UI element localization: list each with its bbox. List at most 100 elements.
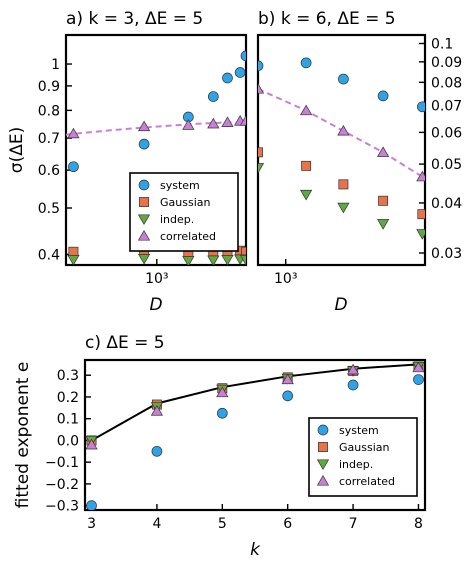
legend-marker-indep (137, 214, 151, 225)
point-correlated-c (346, 363, 360, 375)
legend-marker-system (138, 179, 150, 191)
point-system-a (222, 72, 233, 84)
panel-c: −0.3 −0.2 −0.1 0.0 0.1 0.2 0.3 3 4 5 6 7 8 system Gaus… (13, 333, 427, 560)
ytick-label: 0.2 (57, 390, 79, 406)
legend-label-gaussian: Gaussian (339, 441, 389, 454)
point-system-c (282, 390, 294, 402)
legend-label-correlated: correlated (160, 230, 216, 243)
point-correlated-a (182, 119, 195, 130)
legend-marker-system (317, 424, 329, 436)
ytick-label: 0.0 (57, 433, 79, 449)
ytick-label: 0.1 (431, 36, 453, 52)
xtick-label: 6 (283, 516, 292, 532)
point-system-b (258, 60, 264, 72)
point-correlated-c (412, 361, 425, 373)
ytick-label: 0.9 (38, 79, 60, 95)
legend-marker-gaussian (139, 197, 149, 207)
ytick-label: 0.4 (38, 247, 60, 263)
y-axis-label-c: fitted exponent e (13, 362, 33, 509)
xtick-label: 3 (87, 516, 96, 532)
point-system-c (413, 374, 424, 385)
point-system-c (216, 407, 228, 419)
xtick-label: 10³ (274, 271, 297, 287)
fit-line-a (66, 121, 246, 136)
ytick-label: −0.3 (45, 499, 79, 515)
legend-a: system Gaussian indep. correlated (129, 172, 239, 252)
ytick-label: 1 (51, 57, 60, 73)
point-correlated-c (150, 405, 164, 416)
point-indep-b (337, 202, 350, 214)
ytick-label: 0.8 (38, 103, 60, 119)
xtick-label: 8 (414, 516, 423, 532)
point-correlated-c (216, 386, 229, 398)
point-indep-a (138, 253, 151, 265)
xtick-label: 4 (152, 516, 161, 532)
point-correlated-a (138, 120, 151, 132)
legend-marker-correlated (137, 230, 151, 241)
point-gaussian-a (68, 246, 79, 257)
point-system-a (207, 91, 219, 102)
ytick-label: 0.7 (38, 131, 60, 147)
panel-title-a: a) k = 3, ΔE = 5 (66, 9, 203, 29)
point-indep-b (416, 229, 425, 240)
x-axis-label-c: k (250, 540, 261, 560)
point-system-b (338, 73, 349, 85)
ytick-label: 0.03 (431, 246, 462, 262)
ytick-label: 0.07 (431, 99, 462, 115)
point-gaussian-b (258, 147, 263, 158)
point-correlated-c (281, 373, 294, 385)
point-correlated-c (85, 438, 98, 450)
point-system-b (300, 57, 312, 69)
point-indep-a (221, 255, 234, 265)
point-system-a (138, 138, 150, 150)
point-system-c (347, 379, 359, 391)
point-indep-b (376, 219, 390, 230)
panel-title-c: c) ΔE = 5 (85, 333, 165, 353)
ytick-label: −0.1 (45, 455, 79, 471)
point-correlated-b (300, 104, 313, 116)
point-correlated-a (67, 127, 80, 139)
ytick-label: 0.04 (431, 196, 462, 212)
ytick-label: 0.09 (431, 55, 462, 71)
point-system-c (151, 445, 163, 457)
point-correlated-a (221, 116, 234, 127)
point-system-b (377, 90, 389, 102)
legend-marker-correlated (316, 475, 330, 486)
ytick-label: 0.5 (38, 201, 60, 217)
panel-b: 0.03 0.04 0.05 0.06 0.07 0.08 0.09 0.1 10³ b) k =… (256, 9, 462, 315)
point-system-a (240, 50, 246, 62)
legend-marker-indep (316, 459, 330, 470)
panel-a: 0.4 0.5 0.6 0.7 0.8 0.9 1 10³ system Gaussian inde… (7, 9, 248, 315)
axes-frame-a (64, 33, 248, 267)
legend-marker-gaussian (318, 442, 328, 452)
point-gaussian-b (338, 179, 349, 190)
xtick-label: 7 (349, 516, 358, 532)
point-indep-b (258, 163, 265, 174)
point-system-c (86, 500, 97, 510)
fit-line-c (91, 363, 419, 442)
point-correlated-b (376, 146, 390, 157)
point-system-b (417, 101, 425, 113)
legend-label-indep: indep. (339, 458, 373, 471)
point-gaussian-b (417, 209, 425, 220)
legend-label-gaussian: Gaussian (160, 196, 210, 209)
xtick-label: 10³ (145, 271, 168, 287)
point-indep-b (300, 189, 313, 201)
ytick-label: 0.06 (431, 125, 462, 141)
point-correlated-b (337, 124, 350, 136)
ytick-label: 0.05 (431, 157, 462, 173)
point-system-a (234, 67, 246, 78)
ytick-label: 0.6 (38, 163, 60, 179)
legend-c: system Gaussian indep. correlated (308, 417, 418, 497)
point-correlated-b (416, 170, 425, 182)
point-system-a (68, 161, 79, 173)
ytick-label: 0.3 (57, 368, 79, 384)
point-correlated-a (239, 115, 246, 126)
axes-frame-c (83, 358, 427, 512)
xtick-label: 5 (218, 516, 227, 532)
point-gaussian-b (378, 195, 389, 206)
x-axis-label-b: D (334, 295, 347, 315)
x-axis-label-a: D (149, 295, 162, 315)
point-gaussian-b (301, 160, 312, 171)
